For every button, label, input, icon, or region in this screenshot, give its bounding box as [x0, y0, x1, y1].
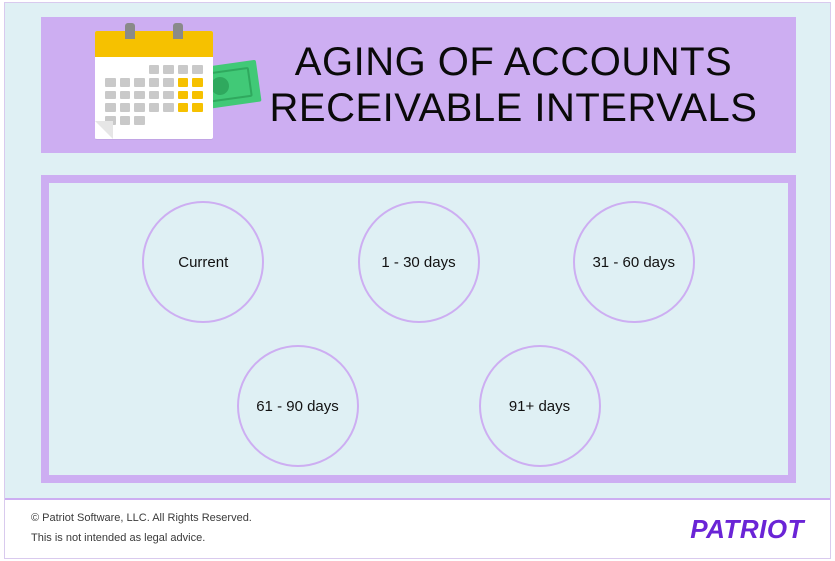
- interval-91-plus: 91+ days: [479, 345, 601, 467]
- calendar-cash-icon: [41, 17, 261, 153]
- intervals-row-2: 61 - 90 days 91+ days: [49, 345, 788, 467]
- header-banner: AGING OF ACCOUNTS RECEIVABLE INTERVALS: [41, 17, 796, 153]
- intervals-panel: Current 1 - 30 days 31 - 60 days 61 - 90…: [41, 175, 796, 483]
- page-title: AGING OF ACCOUNTS RECEIVABLE INTERVALS: [261, 39, 796, 131]
- interval-label: 31 - 60 days: [592, 254, 675, 271]
- title-line-2: RECEIVABLE INTERVALS: [270, 86, 758, 130]
- interval-current: Current: [142, 201, 264, 323]
- footer-legal: © Patriot Software, LLC. All Rights Rese…: [31, 509, 252, 549]
- footer-disclaimer: This is not intended as legal advice.: [31, 529, 252, 549]
- interval-31-60: 31 - 60 days: [573, 201, 695, 323]
- interval-label: 1 - 30 days: [381, 254, 455, 271]
- intervals-row-1: Current 1 - 30 days 31 - 60 days: [49, 201, 788, 323]
- infographic-canvas: AGING OF ACCOUNTS RECEIVABLE INTERVALS C…: [4, 2, 831, 559]
- title-line-1: AGING OF ACCOUNTS: [295, 40, 732, 84]
- calendar-icon: [95, 31, 213, 139]
- interval-61-90: 61 - 90 days: [237, 345, 359, 467]
- interval-1-30: 1 - 30 days: [358, 201, 480, 323]
- footer: © Patriot Software, LLC. All Rights Rese…: [5, 498, 830, 558]
- footer-copyright: © Patriot Software, LLC. All Rights Rese…: [31, 509, 252, 529]
- interval-label: 91+ days: [509, 398, 570, 415]
- interval-label: 61 - 90 days: [256, 398, 339, 415]
- interval-label: Current: [178, 254, 228, 271]
- brand-logo: PATRIOT: [690, 514, 804, 545]
